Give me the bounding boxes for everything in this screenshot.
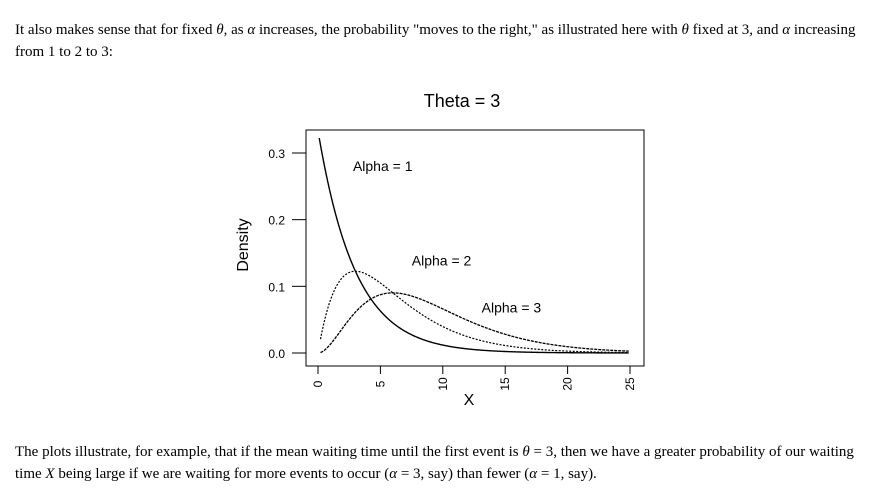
- series-label-alpha-3: Alpha = 3: [482, 299, 542, 315]
- intro-paragraph: It also makes sense that for fixed θ, as…: [15, 19, 865, 63]
- y-axis: 0.0 0.1 0.2 0.3: [268, 147, 306, 361]
- y-axis-label: Density: [235, 218, 252, 271]
- math-symbol: θ: [522, 444, 530, 460]
- series-labels: Alpha = 1 Alpha = 2 Alpha = 3: [353, 158, 541, 315]
- text-run: increases, the probability "moves to the…: [255, 22, 682, 38]
- x-tick-label: 20: [561, 377, 575, 391]
- text-run: , as: [223, 22, 248, 38]
- series-layer: [318, 137, 629, 354]
- text-run: = 3, then we have a greater probability …: [15, 444, 854, 482]
- math-symbol: X: [45, 466, 55, 482]
- x-tick-label: 0: [311, 380, 325, 387]
- math-symbol: θ: [681, 22, 689, 38]
- x-axis-label: X: [464, 392, 475, 409]
- series-label-alpha-1: Alpha = 1: [353, 158, 413, 174]
- text-run: = 3, say) than fewer (: [397, 466, 530, 482]
- math-symbol: α: [782, 22, 791, 38]
- math-symbol: α: [389, 466, 398, 482]
- y-tick-label: 0.2: [268, 214, 285, 228]
- text-run: = 1, say).: [537, 466, 597, 482]
- text-run: fixed at 3, and: [688, 22, 783, 38]
- math-symbol: α: [247, 22, 256, 38]
- y-tick-label: 0.3: [268, 147, 285, 161]
- x-tick-label: 25: [623, 377, 637, 391]
- math-symbol: θ: [216, 22, 224, 38]
- text-run: being large if we are waiting for more e…: [54, 466, 390, 482]
- plot-frame: [305, 129, 645, 367]
- y-tick-label: 0.1: [268, 280, 285, 294]
- text-run: It also makes sense that for fixed: [15, 22, 217, 38]
- x-tick-label: 15: [498, 377, 512, 391]
- series-label-alpha-2: Alpha = 2: [412, 253, 472, 269]
- series-line-alpha-2: [319, 270, 629, 354]
- series-line-alpha-3: [320, 292, 629, 354]
- x-tick-label: 5: [373, 380, 387, 387]
- y-tick-label: 0.0: [268, 347, 285, 361]
- math-symbol: α: [529, 466, 538, 482]
- text-run: The plots illustrate, for example, that …: [15, 444, 523, 460]
- conclusion-paragraph: The plots illustrate, for example, that …: [15, 441, 865, 485]
- x-tick-label: 10: [436, 377, 450, 391]
- text-run: increasing from 1 to 2 to 3:: [15, 22, 856, 60]
- x-axis: 0 5 10 15 20 25: [311, 366, 637, 391]
- chart-title: Theta = 3: [424, 91, 501, 111]
